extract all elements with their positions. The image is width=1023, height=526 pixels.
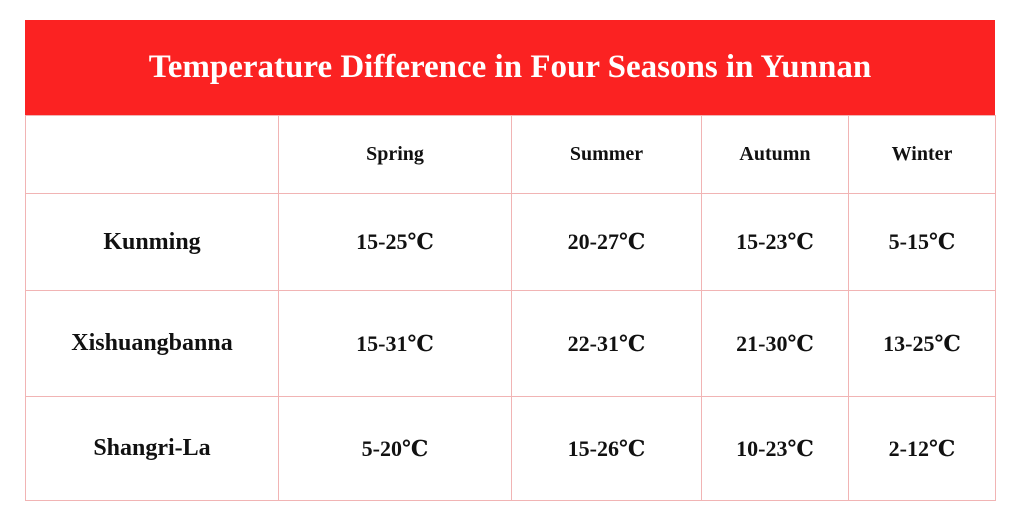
- table-cell: 15-26℃: [511, 396, 702, 501]
- table-cell: 21-30℃: [701, 290, 849, 397]
- corner-cell: [25, 115, 279, 194]
- table-cell: 5-15℃: [848, 193, 996, 291]
- column-header: Spring: [278, 115, 512, 194]
- table-cell: 13-25℃: [848, 290, 996, 397]
- row-label: Shangri-La: [25, 396, 279, 501]
- row-label: Xishuangbanna: [25, 290, 279, 397]
- column-header: Autumn: [701, 115, 849, 194]
- table-cell: 15-23℃: [701, 193, 849, 291]
- column-header: Summer: [511, 115, 702, 194]
- table-cell: 5-20℃: [278, 396, 512, 501]
- title: Temperature Difference in Four Seasons i…: [25, 20, 995, 115]
- table-cell: 2-12℃: [848, 396, 996, 501]
- table-cell: 15-31℃: [278, 290, 512, 397]
- row-label: Kunming: [25, 193, 279, 291]
- column-header: Winter: [848, 115, 996, 194]
- table-cell: 15-25℃: [278, 193, 512, 291]
- table-cell: 22-31℃: [511, 290, 702, 397]
- table-cell: 10-23℃: [701, 396, 849, 501]
- table-cell: 20-27℃: [511, 193, 702, 291]
